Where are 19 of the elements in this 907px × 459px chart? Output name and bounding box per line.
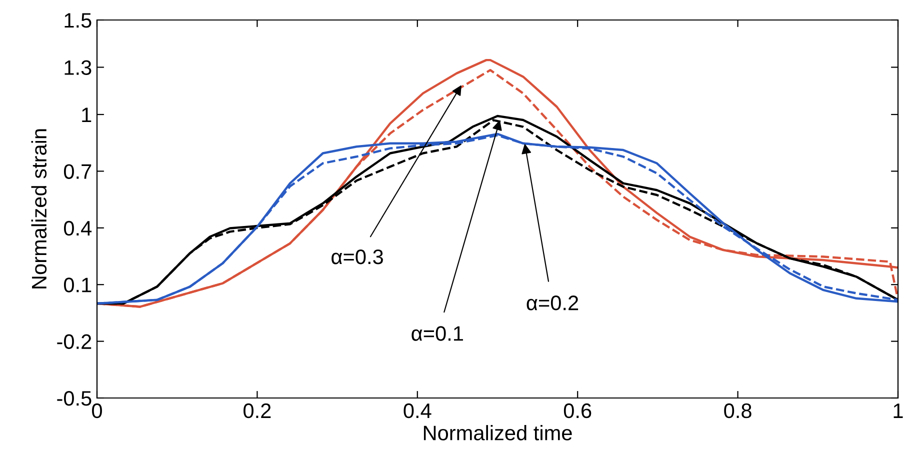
x-tick-label: 1 xyxy=(894,404,903,418)
y-tick-label: 1.5 xyxy=(64,13,92,28)
x-tick-label: 0.8 xyxy=(724,403,752,418)
annotation: α=0.1 xyxy=(412,326,463,341)
y-tick-label: 0.7 xyxy=(64,164,92,179)
y-tick-label: 1 xyxy=(82,108,92,122)
y-tick-label: -0.5 xyxy=(57,391,92,406)
y-tick-label: -0.2 xyxy=(57,334,92,350)
y-tick-label: 0.4 xyxy=(64,220,92,236)
y-tick-label: 1.3 xyxy=(64,60,92,76)
x-tick-label: 0 xyxy=(92,403,102,418)
x-tick-label: 0.2 xyxy=(244,403,271,418)
y-tick-label: 0.1 xyxy=(64,278,92,292)
annotation: α=0.3 xyxy=(332,249,383,264)
x-tick-label: 0.6 xyxy=(564,403,592,418)
x-tick-label: 0.4 xyxy=(404,403,432,418)
x-axis-title: Normalized time xyxy=(424,425,572,440)
y-axis-title: Normalized strain xyxy=(31,129,47,288)
annotation: α=0.2 xyxy=(526,296,578,310)
